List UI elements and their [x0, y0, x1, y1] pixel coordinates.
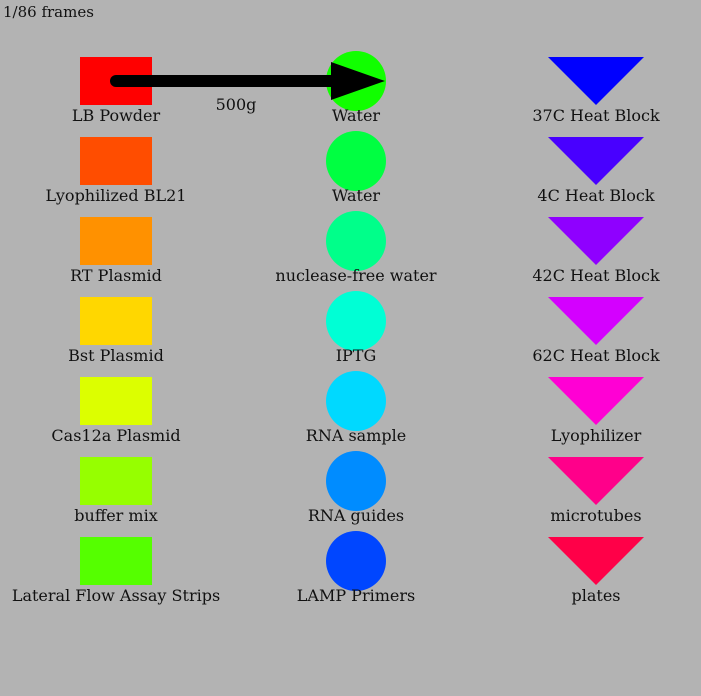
node-square: Lateral Flow Assay Strips [0, 537, 236, 617]
node-circle: Water [236, 131, 476, 217]
triangle-shape [548, 377, 644, 425]
node-label: Lateral Flow Assay Strips [11, 586, 221, 605]
circle-shape [326, 211, 386, 271]
circle-shape [326, 291, 386, 351]
triangle-shape [548, 137, 644, 185]
triangle-shape [548, 457, 644, 505]
square-shape [80, 297, 152, 345]
circle-shape [326, 451, 386, 511]
node-label: 37C Heat Block [532, 106, 660, 125]
node-circle: IPTG [236, 291, 476, 377]
node-circle: RNA guides [236, 451, 476, 537]
node-label: plates [571, 586, 621, 605]
node-triangle: microtubes [476, 457, 701, 537]
node-label: 62C Heat Block [532, 346, 660, 365]
node-triangle: 62C Heat Block [476, 297, 701, 377]
circle-shape [326, 371, 386, 431]
circle-shape [326, 131, 386, 191]
node-triangle: 42C Heat Block [476, 217, 701, 297]
node-triangle: Lyophilizer [476, 377, 701, 457]
triangle-shape [548, 57, 644, 105]
arrow-label: 500g [215, 95, 257, 114]
node-circle: LAMP Primers [236, 531, 476, 617]
node-label: IPTG [335, 346, 377, 365]
square-shape [80, 137, 152, 185]
node-square: Cas12a Plasmid [0, 377, 236, 457]
frame-counter: 1/86 frames [3, 3, 94, 21]
node-circle: nuclease-free water [236, 211, 476, 297]
triangle-shape [548, 217, 644, 265]
circle-shape [326, 531, 386, 591]
node-label: Bst Plasmid [68, 346, 164, 365]
node-triangle: 4C Heat Block [476, 137, 701, 217]
node-label: microtubes [550, 506, 642, 525]
node-label: nuclease-free water [275, 266, 437, 285]
square-shape [80, 537, 152, 585]
node-label: RT Plasmid [70, 266, 162, 285]
node-triangle: plates [476, 537, 701, 617]
node-triangle: 37C Heat Block [476, 57, 701, 137]
node-square: Bst Plasmid [0, 297, 236, 377]
node-square: RT Plasmid [0, 217, 236, 297]
node-label: Water [331, 106, 381, 125]
triangle-shape [548, 297, 644, 345]
node-label: LB Powder [71, 106, 161, 125]
node-label: Lyophilizer [550, 426, 642, 445]
node-square: buffer mix [0, 457, 236, 537]
square-shape [80, 457, 152, 505]
node-label: Cas12a Plasmid [51, 426, 181, 445]
node-label: 42C Heat Block [532, 266, 660, 285]
node-label: RNA sample [305, 426, 407, 445]
triangle-shape [548, 537, 644, 585]
node-label: 4C Heat Block [537, 186, 655, 205]
node-label: Lyophilized BL21 [45, 186, 187, 205]
transfer-arrow-head [331, 62, 385, 100]
square-shape [80, 217, 152, 265]
node-label: Water [331, 186, 381, 205]
node-circle: RNA sample [236, 371, 476, 457]
node-square: Lyophilized BL21 [0, 137, 236, 217]
node-label: LAMP Primers [296, 586, 416, 605]
node-label: RNA guides [307, 506, 405, 525]
node-label: buffer mix [74, 506, 158, 525]
square-shape [80, 377, 152, 425]
